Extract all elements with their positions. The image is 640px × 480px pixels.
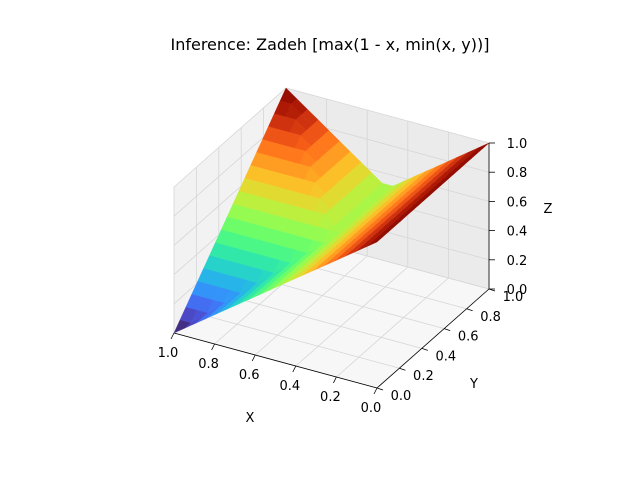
- z-tick-label: 0.2: [507, 254, 528, 269]
- y-tick-label: 1.0: [503, 290, 524, 305]
- axis-ticks: 0.00.20.40.60.81.00.00.20.40.60.81.00.00…: [158, 137, 528, 416]
- y-tick-label: 0.4: [435, 349, 456, 364]
- chart-title: Inference: Zadeh [max(1 - x, min(x, y))]: [170, 35, 489, 54]
- axis-edges: [173, 143, 490, 389]
- z-tick-label: 0.6: [507, 195, 528, 210]
- x-tick-mark: [373, 387, 378, 395]
- y-tick-mark: [399, 367, 406, 371]
- z-tick-label: 0.4: [507, 225, 528, 240]
- x-axis-label: X: [246, 411, 255, 426]
- surface-facet: [173, 319, 192, 334]
- x-tick-mark: [333, 376, 337, 384]
- x-tick-label: 0.6: [239, 368, 260, 383]
- z-tick-label: 1.0: [507, 137, 528, 152]
- x-tick-label: 1.0: [158, 346, 179, 361]
- y-tick-label: 0.8: [480, 310, 501, 325]
- y-tick-mark: [444, 328, 451, 331]
- y-axis-line: [376, 288, 490, 389]
- x-tick-label: 0.8: [198, 357, 219, 372]
- x-tick-label: 0.2: [320, 390, 341, 405]
- x-tick-mark: [292, 365, 297, 373]
- y-tick-label: 0.6: [458, 330, 479, 345]
- z-tick-label: 0.8: [507, 166, 528, 181]
- y-axis-label: Y: [469, 377, 478, 392]
- z-tick-label: 0.0: [507, 283, 528, 298]
- surface-mesh: [173, 87, 490, 334]
- y-tick-mark: [466, 308, 473, 312]
- x-tick-label: 0.4: [279, 379, 300, 394]
- y-tick-mark: [421, 348, 428, 351]
- z-axis-label: Z: [544, 202, 553, 217]
- y-tick-label: 0.2: [413, 369, 434, 384]
- x-tick-mark: [170, 332, 175, 340]
- x-axis-line: [173, 332, 378, 389]
- y-tick-mark: [376, 387, 384, 391]
- x-tick-mark: [251, 354, 256, 362]
- x-tick-mark: [211, 343, 215, 351]
- y-tick-label: 0.0: [391, 389, 412, 404]
- x-tick-label: 0.0: [361, 401, 382, 416]
